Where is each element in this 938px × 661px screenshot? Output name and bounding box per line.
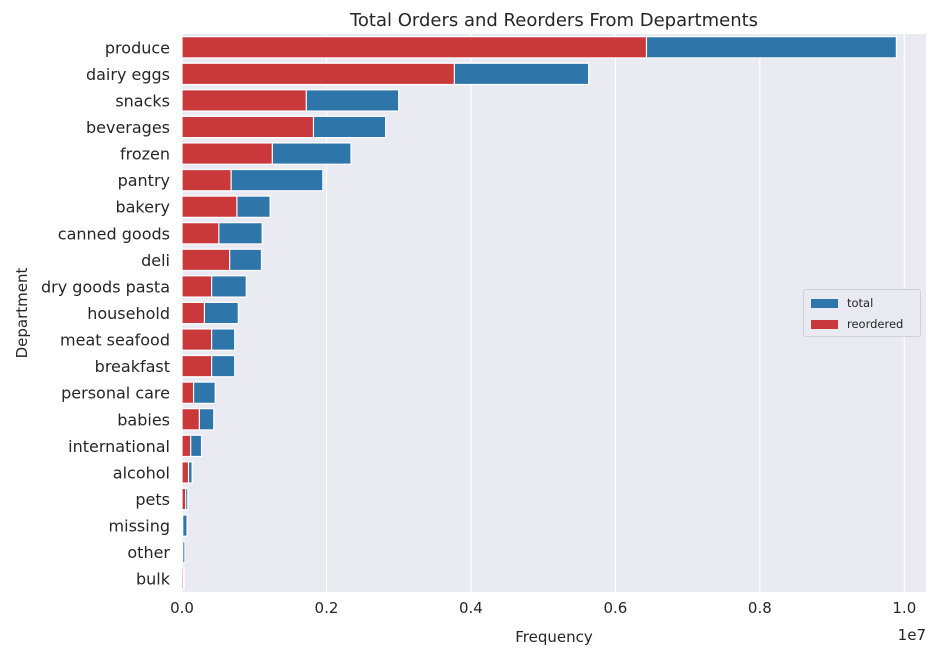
bar-reordered-international [181, 434, 192, 458]
bar-reordered-personal-care [181, 381, 195, 404]
y-tick-label: missing [109, 517, 170, 536]
x-tick-label: 0.2 [315, 599, 339, 617]
y-tick-label: babies [117, 410, 170, 429]
x-tick-label: 0.8 [748, 599, 772, 617]
bar-reordered-bakery [181, 195, 238, 218]
y-tick-label: canned goods [58, 224, 170, 243]
y-tick-label: pets [135, 490, 170, 509]
legend: total reordered [803, 289, 921, 337]
y-tick-label: international [68, 437, 170, 456]
x-axis-label: Frequency [515, 628, 593, 646]
x-tick-label: 0.0 [170, 599, 194, 617]
y-tick-label: household [87, 304, 170, 323]
x-tick-label: 0.4 [459, 599, 483, 617]
y-tick-label: snacks [115, 91, 170, 110]
bar-reordered-babies [181, 408, 200, 431]
y-tick-label: personal care [61, 384, 170, 403]
bar-reordered-dairy-eggs [181, 62, 455, 86]
bar-reordered-household [181, 301, 205, 325]
bar-reordered-bulk [181, 567, 185, 590]
bar-reordered-pantry [181, 168, 232, 192]
y-tick-label: produce [105, 38, 170, 57]
legend-swatch-reordered [811, 319, 838, 329]
y-tick-label: meat seafood [60, 331, 170, 350]
y-tick-label: dairy eggs [86, 65, 170, 84]
bar-reordered-breakfast [181, 354, 213, 378]
y-tick-label: pantry [118, 171, 170, 190]
legend-item-total: total [811, 296, 873, 310]
bar-reordered-missing [181, 514, 184, 537]
y-tick-label: bakery [115, 198, 170, 217]
bar-reordered-pets [181, 487, 187, 511]
legend-label-total: total [847, 296, 874, 310]
y-axis-label: Department [13, 268, 31, 359]
y-tick-label: bulk [136, 570, 171, 589]
bar-reordered-beverages [181, 115, 315, 139]
legend-item-reordered: reordered [811, 317, 903, 331]
bar-reordered-canned-goods [181, 222, 220, 245]
bars [181, 36, 897, 590]
y-tick-label: alcohol [113, 463, 170, 482]
y-tick-label: breakfast [95, 357, 170, 376]
x-tick-label: 0.6 [603, 599, 627, 617]
legend-swatch-total [811, 298, 838, 308]
legend-label-reordered: reordered [847, 317, 904, 331]
bar-reordered-meat-seafood [181, 328, 213, 351]
y-tick-label: other [127, 543, 170, 562]
x-tick-label: 1.0 [892, 599, 916, 617]
y-tick-label: dry goods pasta [41, 277, 170, 296]
bar-reordered-deli [181, 248, 231, 272]
bar-reordered-dry-goods-pasta [181, 275, 213, 298]
bar-reordered-alcohol [181, 461, 190, 484]
bar-reordered-other [181, 540, 184, 564]
y-tick-label: deli [141, 251, 170, 270]
x-axis-scale-label: 1e7 [898, 626, 926, 644]
y-tick-label: beverages [86, 118, 170, 137]
bar-reordered-produce [181, 36, 648, 59]
tick-labels: 0.0 0.2 0.4 0.6 0.8 1.0 produce dairy eggs snack… [41, 38, 916, 617]
y-tick-label: frozen [120, 145, 170, 164]
chart-title: Total Orders and Reorders From Departmen… [349, 10, 758, 31]
bar-reordered-snacks [181, 89, 307, 112]
bar-reordered-frozen [181, 142, 273, 165]
